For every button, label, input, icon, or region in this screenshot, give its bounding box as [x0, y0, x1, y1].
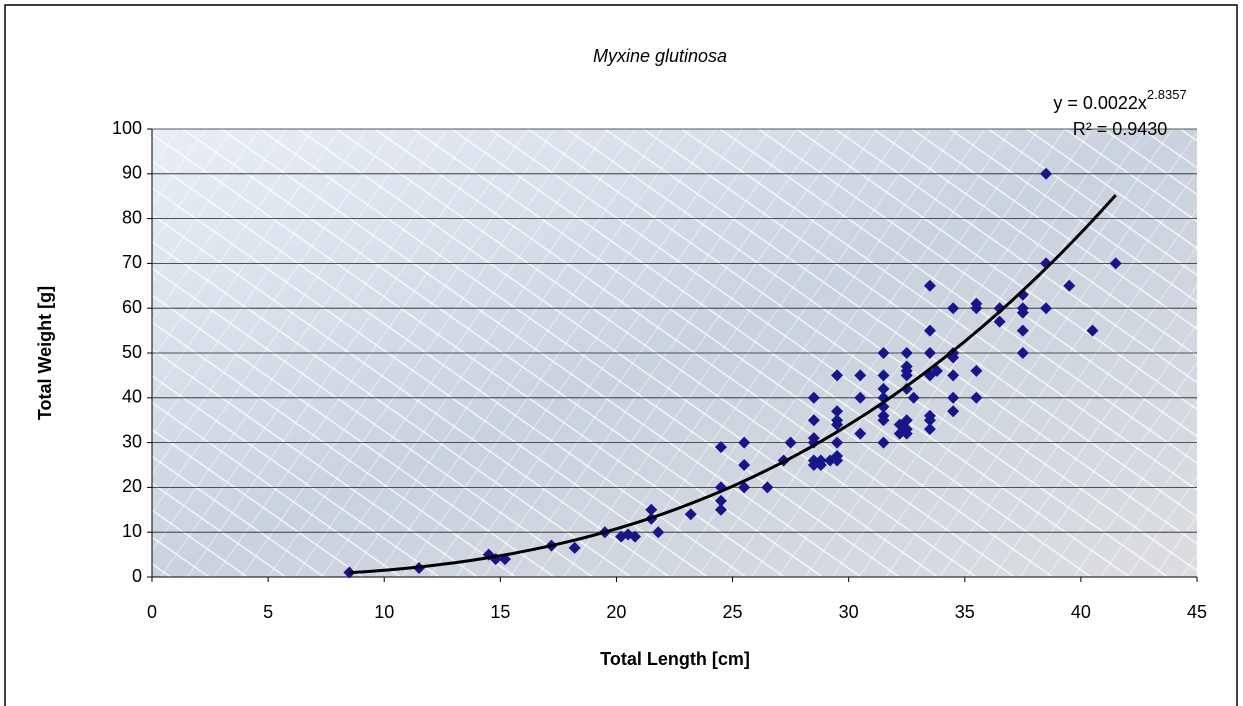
scatter-point: [652, 526, 665, 539]
scatter-point: [877, 369, 890, 382]
y-tick-label: 60: [122, 297, 142, 317]
scatter-point: [900, 347, 913, 359]
x-axis-label: Total Length [cm]: [600, 649, 750, 669]
scatter-point: [738, 436, 751, 449]
y-tick-label: 10: [122, 521, 142, 541]
scatter-point: [923, 279, 936, 292]
scatter-point: [784, 436, 797, 449]
x-tick-label: 45: [1187, 602, 1207, 622]
scatter-point: [900, 427, 913, 440]
y-tick-label: 80: [122, 207, 142, 227]
chart-title: Myxine glutinosa: [593, 46, 727, 66]
scatter-point: [993, 315, 1006, 328]
scatter-point: [993, 302, 1006, 315]
scatter-point: [1016, 324, 1029, 337]
scatter-point: [1016, 347, 1029, 359]
x-tick-label: 30: [839, 602, 859, 622]
scatter-point: [923, 423, 936, 436]
scatter-point: [854, 427, 867, 440]
y-tick-label: 90: [122, 163, 142, 183]
scatter-point: [854, 369, 867, 382]
scatter-point: [814, 454, 827, 467]
scatter-point: [714, 441, 727, 454]
scatter-point: [1109, 257, 1122, 270]
y-axis-label: Total Weight [g]: [35, 286, 55, 420]
scatter-point: [970, 391, 983, 404]
x-tick-label: 20: [606, 602, 626, 622]
scatter-point: [907, 391, 920, 404]
scatter-point: [947, 369, 960, 382]
scatter-point: [877, 347, 890, 359]
scatter-point: [947, 391, 960, 404]
x-tick-label: 25: [723, 602, 743, 622]
y-tick-label: 20: [122, 476, 142, 496]
scatter-point: [877, 382, 890, 395]
x-tick-label: 15: [490, 602, 510, 622]
scatter-point: [970, 302, 983, 315]
scatter-point: [923, 347, 936, 359]
x-tick-label: 40: [1071, 602, 1091, 622]
scatter-point: [930, 364, 943, 377]
x-tick-label: 35: [955, 602, 975, 622]
scatter-point: [568, 541, 581, 554]
scatter-point: [831, 454, 844, 467]
scatter-point: [900, 369, 913, 382]
equation-exponent: 2.8357: [1147, 87, 1187, 102]
scatter-point: [923, 324, 936, 337]
scatter-point: [714, 503, 727, 516]
y-tick-label: 100: [112, 118, 142, 138]
x-tick-label: 10: [374, 602, 394, 622]
scatter-point: [645, 503, 658, 516]
scatter-point: [900, 382, 913, 395]
scatter-point: [947, 302, 960, 315]
scatter-point: [714, 494, 727, 507]
scatter-point: [684, 508, 697, 521]
trend-equation: y = 0.0022x2.8357: [1053, 87, 1186, 112]
y-tick-label: 0: [132, 566, 142, 586]
scatter-point: [831, 436, 844, 449]
x-tick-label: 0: [147, 602, 157, 622]
scatter-point: [900, 414, 913, 427]
x-tick-label: 5: [263, 602, 273, 622]
y-tick-label: 40: [122, 387, 142, 407]
scatter-point: [854, 391, 867, 404]
scatter-point: [807, 414, 820, 427]
scatter-point: [831, 369, 844, 382]
scatter-point: [761, 481, 774, 494]
scatter-point: [738, 481, 751, 494]
scatter-point: [1063, 279, 1076, 292]
scatter-point: [877, 414, 890, 427]
scatter-point: [1086, 324, 1099, 337]
equation-base: y = 0.0022x: [1053, 93, 1147, 113]
scatter-point: [1040, 302, 1053, 315]
y-tick-label: 30: [122, 431, 142, 451]
scatter-point: [807, 391, 820, 404]
scatter-point: [947, 405, 960, 418]
scatter-point: [831, 405, 844, 418]
scatter-point: [970, 364, 983, 377]
scatter-point: [629, 530, 642, 543]
y-tick-label: 50: [122, 342, 142, 362]
scatter-point: [877, 436, 890, 449]
trendline: [349, 194, 1117, 575]
scatter-point: [1016, 306, 1029, 319]
scatter-point: [1040, 167, 1053, 180]
scatter-point: [831, 418, 844, 431]
y-tick-label: 70: [122, 252, 142, 272]
scatter-point: [738, 459, 751, 471]
scatter-point: [923, 414, 936, 427]
